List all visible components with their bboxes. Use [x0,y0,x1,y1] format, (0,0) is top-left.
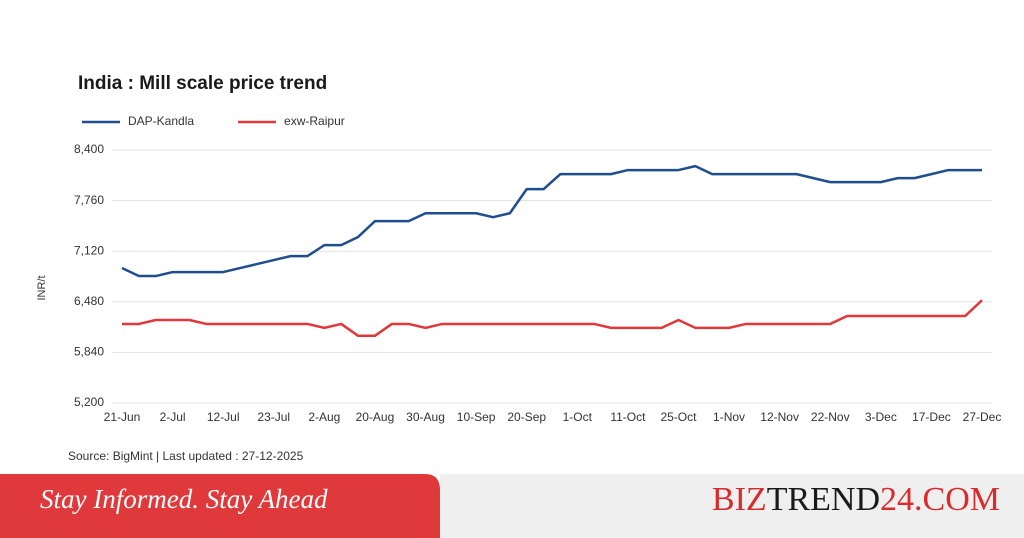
brand-part: 24.COM [880,481,1000,518]
x-tick-label: 12-Nov [760,410,799,424]
brand-part: TREND [767,481,880,518]
tagline: Stay Informed. Stay Ahead [40,484,328,514]
x-tick-label: 22-Nov [811,410,850,424]
x-tick-label: 30-Aug [406,410,445,424]
x-tick-label: 21-Jun [104,410,141,424]
brand: BIZTREND24.COM [712,481,1000,518]
series-line [121,164,982,278]
x-tick-label: 12-Jul [207,410,240,424]
y-tick-label: 5,200 [74,395,104,409]
x-tick-label: 25-Oct [660,410,697,424]
legend-label: DAP-Kandla [128,114,194,128]
footer-band [440,474,1024,538]
y-tick-label: 8,400 [74,142,104,156]
x-tick-label: 10-Sep [457,410,496,424]
chart-title: India : Mill scale price trend [78,73,327,94]
x-tick-label: 2-Aug [308,410,340,424]
x-tick-label: 27-Dec [963,410,1002,424]
brand-part: BIZ [712,481,767,518]
legend-label: exw-Raipur [284,114,345,128]
y-tick-label: 6,480 [74,294,104,308]
x-tick-label: 1-Oct [563,410,593,424]
x-tick-label: 1-Nov [713,410,745,424]
x-tick-label: 11-Oct [610,410,646,424]
y-tick-label: 7,120 [74,243,104,257]
x-tick-label: 20-Sep [507,410,546,424]
x-tick-label: 23-Jul [257,410,290,424]
x-tick-label: 2-Jul [160,410,186,424]
y-axis-label: INR/t [36,275,48,300]
x-tick-label: 20-Aug [356,410,395,424]
y-tick-label: 5,840 [74,345,104,359]
series-line [122,299,983,338]
source-note: Source: BigMint | Last updated : 27-12-2… [68,449,304,463]
x-tick-label: 17-Dec [912,410,951,424]
tagline-banner [0,474,440,538]
x-tick-label: 3-Dec [865,410,897,424]
y-tick-label: 7,760 [74,193,104,207]
